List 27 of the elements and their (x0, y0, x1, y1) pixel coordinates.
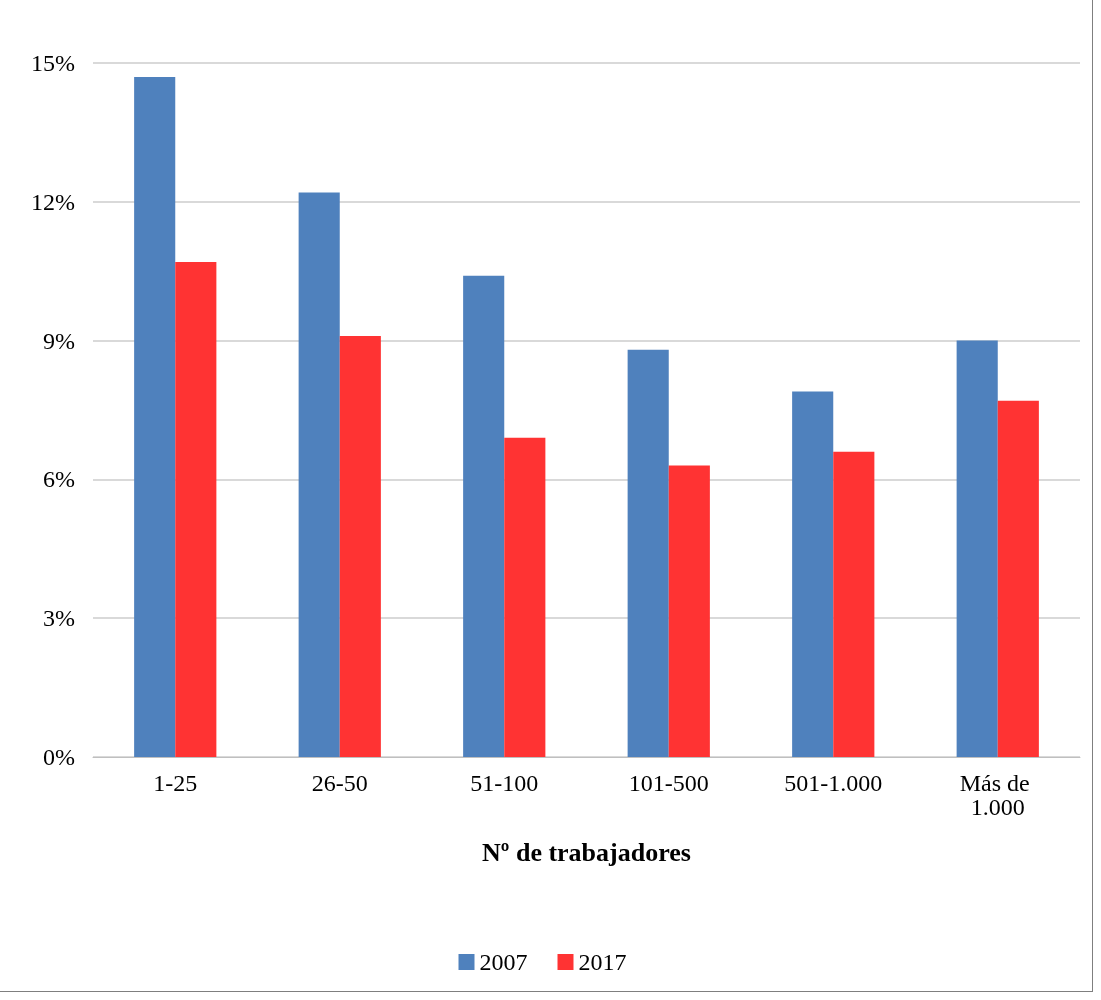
y-tick-label: 15% (31, 50, 75, 76)
bar (668, 465, 710, 757)
bar (298, 192, 340, 757)
y-tick-label: 3% (43, 605, 75, 632)
x-tick-label: 501-1.000 (784, 770, 883, 796)
bar (463, 275, 505, 757)
legend-label: 2017 (578, 949, 627, 975)
x-tick-label: 51-100 (470, 770, 539, 796)
bar (134, 76, 176, 757)
bar (997, 400, 1039, 757)
bar (627, 349, 669, 757)
bar (504, 437, 546, 757)
x-tick-label: 1-25 (153, 770, 198, 796)
bar (175, 261, 217, 757)
y-tick-label: 6% (43, 466, 75, 493)
y-tick-label: 12% (31, 188, 75, 215)
legend-label: 2007 (479, 949, 528, 975)
x-tick-label: Más de 1.000 (959, 770, 1036, 820)
y-tick-label: 0% (43, 744, 75, 770)
x-axis-title: Nº de trabajadores (482, 837, 691, 867)
x-tick-label: 26-50 (311, 770, 368, 796)
bar (833, 451, 875, 757)
bar (339, 335, 381, 757)
bar (792, 391, 834, 757)
bar (956, 340, 998, 757)
x-tick-label: 101-500 (628, 770, 709, 796)
y-tick-label: 9% (43, 327, 75, 354)
